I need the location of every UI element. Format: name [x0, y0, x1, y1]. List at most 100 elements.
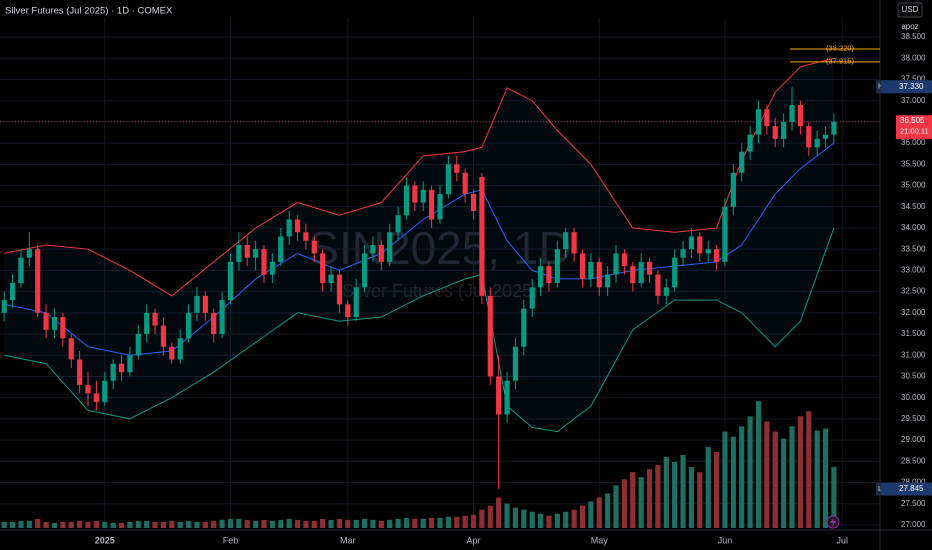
candle-body	[504, 380, 510, 415]
candle-body	[26, 249, 32, 258]
currency: USD	[902, 5, 919, 14]
volume-bar	[236, 518, 242, 528]
volume-bar	[303, 520, 309, 528]
volume-bar	[328, 519, 334, 528]
candle-body	[412, 185, 418, 203]
candle-body	[739, 151, 745, 173]
volume-bar	[93, 520, 99, 528]
candle-body	[437, 194, 443, 220]
candle-body	[605, 274, 611, 288]
volume-bar	[496, 497, 502, 528]
candle-body	[395, 215, 401, 233]
candle-body	[43, 312, 49, 330]
volume-bar	[739, 426, 745, 528]
candle-body	[211, 312, 217, 335]
candle-body	[1, 300, 7, 313]
candle-body	[336, 274, 343, 305]
candle-body	[110, 363, 116, 381]
candle-body	[563, 232, 569, 250]
volume-bar	[227, 518, 234, 528]
candle-body	[328, 274, 334, 284]
volume-bar	[269, 520, 275, 528]
volume-bar	[663, 456, 669, 528]
volume-bar	[814, 430, 820, 528]
volume-bar	[261, 519, 267, 528]
y-tick-label: 28.000	[901, 478, 926, 487]
volume-bar	[504, 503, 510, 528]
volume-bar	[102, 521, 108, 528]
x-tick-label: Jun	[718, 535, 733, 545]
candle-body	[663, 287, 669, 296]
candle-body	[822, 134, 829, 139]
volume-bar	[35, 518, 41, 528]
chart-title: Silver Futures (Jul 2025) · 1D · COMEX	[5, 6, 173, 17]
volume-bar	[697, 472, 703, 528]
volume-bar	[320, 518, 326, 528]
volume-bar	[445, 516, 451, 528]
volume-bar	[772, 431, 778, 528]
y-tick-label: 35.000	[901, 181, 926, 190]
volume-bar	[26, 520, 32, 528]
volume-bar	[135, 520, 141, 528]
y-tick-label: 29.500	[901, 414, 926, 423]
candle-body	[144, 312, 150, 335]
plot: 27.000 27.500 28.000 28.500 29.000 29.500 30.0…	[0, 18, 932, 545]
volume-bar	[194, 521, 200, 528]
candle-body	[269, 261, 275, 275]
y-tick-label: 37.500	[901, 75, 926, 84]
candle-body	[755, 109, 762, 135]
y-tick-label: 35.500	[901, 159, 926, 168]
candle-body	[51, 317, 58, 330]
scale-mode[interactable]: apoz	[901, 22, 918, 31]
currency-box[interactable]	[897, 2, 923, 18]
candle-body	[286, 219, 292, 237]
x-tick-label: 2025	[95, 535, 115, 545]
volume-bar	[554, 513, 560, 528]
candle-body	[613, 253, 619, 275]
candle-body	[596, 261, 602, 288]
candle-body	[747, 134, 753, 152]
candle-body	[135, 334, 141, 356]
candle-body	[722, 206, 728, 262]
volume-bar	[429, 517, 435, 528]
volume-bar	[110, 522, 116, 528]
candle-body	[646, 261, 653, 275]
y-tick-label: 33.000	[901, 266, 926, 275]
candle-body	[764, 109, 770, 127]
y-tick-label: 36.000	[901, 138, 926, 147]
volume-bar	[370, 519, 376, 528]
watermark-subtitle: Silver Futures (Jul 2025)	[342, 281, 538, 301]
x-tick-label: May	[591, 535, 609, 545]
candle-body	[370, 244, 376, 254]
candle-body	[462, 172, 468, 195]
x-tick-label: Apr	[467, 535, 481, 545]
volume-bar	[613, 485, 619, 528]
volume-bar	[713, 451, 720, 528]
volume-bar	[412, 518, 418, 528]
volume-bar	[563, 511, 569, 528]
y-tick-label: 31.000	[901, 350, 926, 359]
candle-body	[102, 380, 108, 402]
candle-body	[93, 393, 99, 402]
y-tick-label: 33.500	[901, 244, 926, 253]
marker-tag	[881, 482, 932, 496]
candle-body	[621, 253, 627, 267]
candle-body	[253, 249, 259, 258]
y-tick-label: 38.000	[901, 53, 926, 62]
volume-bar	[420, 518, 426, 528]
volume-bar	[822, 428, 829, 528]
volume-bar	[579, 505, 586, 528]
volume-bar	[68, 521, 74, 528]
volume-bar	[253, 520, 259, 528]
y-tick-label: 38.500	[901, 32, 926, 41]
candle-body	[68, 338, 74, 360]
candle-body	[177, 338, 183, 360]
candle-body	[789, 104, 795, 122]
candle-body	[185, 312, 192, 339]
volume-bar	[588, 501, 594, 528]
marker-tag-label: 27.845	[899, 484, 924, 493]
candle-body	[244, 244, 250, 258]
candle-body	[194, 295, 200, 313]
volume-bar	[387, 519, 393, 528]
volume-bar	[571, 509, 577, 528]
